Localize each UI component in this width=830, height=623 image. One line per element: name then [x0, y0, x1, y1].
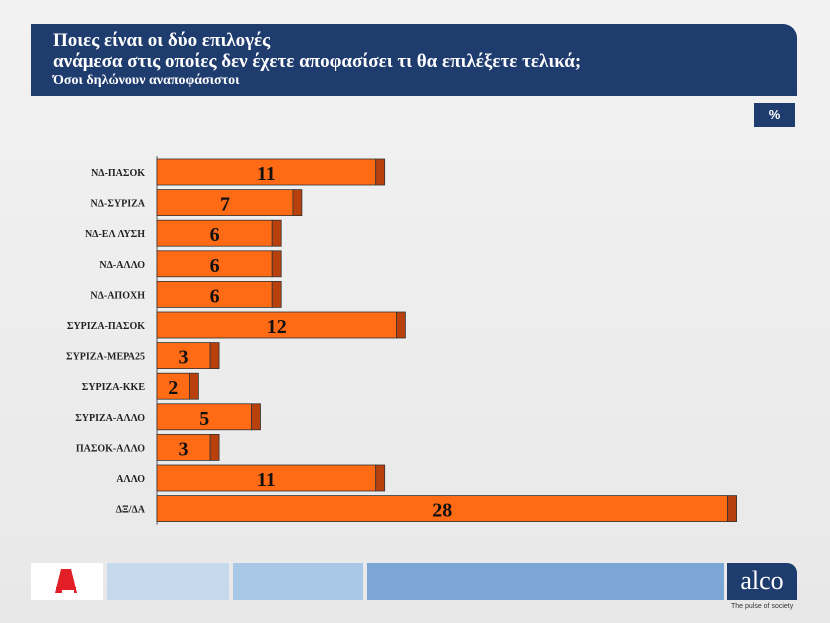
- data-label: 11: [257, 163, 276, 185]
- category-label: ΔΞ/ΔΑ: [116, 505, 146, 516]
- category-label: ΣΥΡΙΖΑ-ΠΑΣΟΚ: [67, 321, 145, 332]
- data-label: 3: [179, 438, 189, 460]
- bar-group: ΝΔ-ΠΑΣΟΚ 11: [91, 158, 386, 186]
- bar-group: ΝΔ-ΕΛ ΛΥΣΗ 6: [85, 219, 282, 247]
- chart-title-line1: Ποιες είναι οι δύο επιλογές: [53, 30, 271, 51]
- category-label: ΝΔ-ΕΛ ΛΥΣΗ: [85, 229, 145, 240]
- data-label: 7: [220, 194, 230, 216]
- bar-group: ΣΥΡΙΖΑ-ΠΑΣΟΚ 12: [67, 311, 406, 339]
- category-label: ΣΥΡΙΖΑ-ΚΚΕ: [82, 382, 146, 393]
- bar: [156, 433, 211, 461]
- data-label: 6: [210, 285, 220, 307]
- bar-end-cap: [375, 464, 386, 492]
- data-label: 28: [432, 500, 452, 522]
- bar-group: ΠΑΣΟΚ-ΑΛΛΟ 3: [76, 433, 220, 461]
- footer-segment-3: [367, 563, 724, 600]
- bar: [156, 311, 397, 339]
- bar-end-cap: [375, 158, 386, 186]
- alpha-news-logo: [31, 563, 103, 600]
- bar: [156, 372, 190, 400]
- category-label: ΠΑΣΟΚ-ΑΛΛΟ: [76, 443, 145, 454]
- bar-group: ΣΥΡΙΖΑ-ΑΛΛΟ 5: [75, 403, 261, 431]
- bar-group: ΝΔ-ΣΥΡΙΖΑ 7: [91, 189, 303, 217]
- data-label: 5: [199, 408, 209, 430]
- bar-group: ΝΔ-ΑΛΛΟ 6: [99, 250, 282, 278]
- bar-end-cap: [209, 433, 220, 461]
- category-label: ΝΔ-ΑΠΟΧΗ: [90, 290, 145, 301]
- bar: [156, 158, 377, 186]
- bar-group: ΣΥΡΙΖΑ-ΚΚΕ 2: [82, 372, 199, 400]
- bar-group: ΑΛΛΟ 11: [116, 464, 386, 492]
- bar: [156, 464, 377, 492]
- bar: [156, 280, 273, 308]
- category-label: ΑΛΛΟ: [116, 474, 145, 485]
- data-label: 11: [257, 469, 276, 491]
- footer-segment-2: [233, 563, 363, 600]
- bar-end-cap: [395, 311, 406, 339]
- data-label: 12: [267, 316, 287, 338]
- bar-end-cap: [251, 403, 261, 431]
- category-label: ΣΥΡΙΖΑ-ΜΕΡΑ25: [66, 352, 145, 363]
- bar-end-cap: [188, 372, 199, 400]
- chart-subtitle: Όσοι δηλώνουν αναποφάσιστοι: [53, 73, 240, 88]
- alpha-news-icon: [55, 569, 77, 593]
- bar-end-cap: [727, 495, 737, 523]
- bar-group: ΝΔ-ΑΠΟΧΗ 6: [90, 280, 282, 308]
- category-label: ΝΔ-ΑΛΛΟ: [99, 260, 145, 271]
- bar: [156, 342, 211, 370]
- bar-end-cap: [292, 189, 303, 217]
- bar: [156, 495, 728, 523]
- bar-end-cap: [271, 250, 282, 278]
- bar-end-cap: [209, 342, 220, 370]
- footer-segment-1: [107, 563, 229, 600]
- unit-badge: %: [754, 103, 795, 127]
- data-label: 6: [210, 224, 220, 246]
- category-label: ΝΔ-ΣΥΡΙΖΑ: [91, 199, 146, 210]
- bar-group: ΣΥΡΙΖΑ-ΜΕΡΑ25 3: [66, 342, 220, 370]
- chart-title-line2: ανάμεσα στις οποίες δεν έχετε αποφασίσει…: [53, 51, 582, 72]
- bar-end-cap: [271, 280, 282, 308]
- alco-logo: alco: [727, 563, 797, 600]
- data-label: 2: [168, 377, 178, 399]
- bar-group: ΔΞ/ΔΑ 28: [116, 495, 737, 523]
- category-label: ΣΥΡΙΖΑ-ΑΛΛΟ: [75, 413, 145, 424]
- alco-tagline: The pulse of society: [731, 603, 794, 610]
- data-label: 6: [210, 255, 220, 277]
- category-label: ΝΔ-ΠΑΣΟΚ: [91, 168, 145, 179]
- chart-header: Ποιες είναι οι δύο επιλογές ανάμεσα στις…: [31, 24, 797, 96]
- bar-end-cap: [271, 219, 282, 247]
- data-label: 3: [179, 347, 189, 369]
